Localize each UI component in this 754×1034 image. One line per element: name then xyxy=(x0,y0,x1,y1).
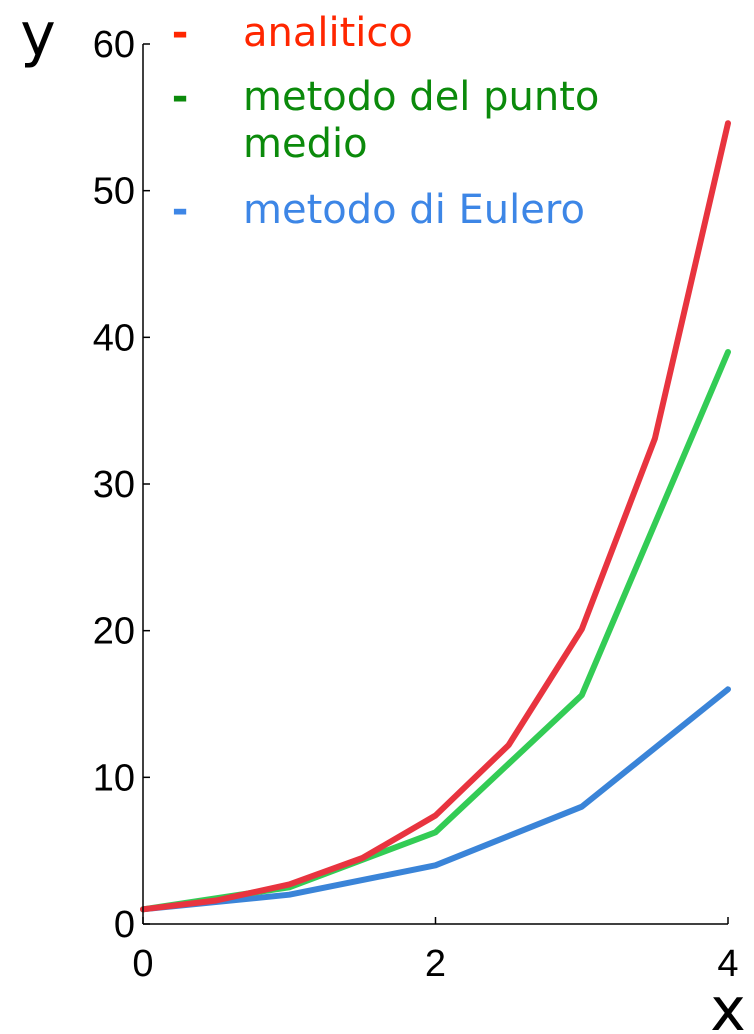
legend-dash-2: - xyxy=(172,187,189,233)
ticks: 0 10 20 30 40 50 60 0 2 4 xyxy=(93,24,739,985)
y-tick-label: 50 xyxy=(93,171,135,213)
legend-label-1: medio xyxy=(243,121,368,167)
y-tick-label: 0 xyxy=(114,904,135,946)
y-tick-label: 60 xyxy=(93,24,135,66)
legend-label-1: metodo del punto xyxy=(243,74,599,120)
x-tick-label: 0 xyxy=(132,943,153,985)
y-tick-label: 30 xyxy=(93,464,135,506)
legend-dash-0: - xyxy=(172,10,189,56)
legend-label-2: metodo di Eulero xyxy=(243,187,585,233)
x-tick-label: 2 xyxy=(425,943,446,985)
y-tick-label: 20 xyxy=(93,611,135,653)
series-lines xyxy=(140,120,731,913)
legend-label-0: analitico xyxy=(243,10,413,56)
legend-dash-1: - xyxy=(172,74,189,120)
x-tick-label: 4 xyxy=(717,943,738,985)
series-line-1 xyxy=(140,349,731,913)
y-axis-label: y xyxy=(20,0,56,70)
y-tick-label: 10 xyxy=(93,757,135,799)
y-tick-label: 40 xyxy=(93,317,135,359)
series-line-2 xyxy=(140,686,731,913)
x-axis-label: x xyxy=(710,975,746,1034)
series-line-0 xyxy=(140,120,731,913)
